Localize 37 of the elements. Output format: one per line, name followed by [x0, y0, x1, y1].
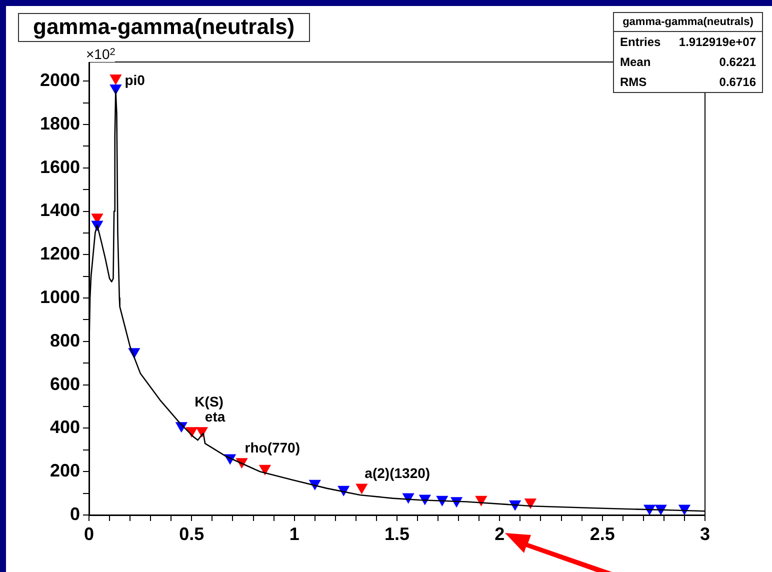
y-tick-label: 400 [50, 417, 80, 438]
chart-title: gamma-gamma(neutrals) [18, 13, 310, 42]
chart-title: gamma-gamma(neutrals) [622, 16, 754, 28]
text: 0.6221 [719, 55, 756, 69]
x-tick-label: 2.5 [590, 524, 615, 544]
y-tick-label: 1000 [40, 287, 80, 308]
y-tick-label: 600 [50, 374, 80, 394]
y-tick-label: 1600 [40, 156, 80, 177]
point [524, 498, 537, 509]
x-tick-label: 2 [494, 524, 505, 544]
annotation: pi0 [124, 72, 146, 88]
y-tick-label: 2000 [40, 70, 80, 90]
x-tick-label: 0.5 [179, 524, 204, 544]
annotation: Mean [620, 55, 651, 69]
point [196, 427, 208, 438]
x-tick-label: 1.5 [384, 524, 410, 544]
point [356, 484, 368, 494]
point [258, 464, 272, 476]
y-tick-label: 1200 [40, 244, 80, 264]
x-tick-label: 0 [84, 524, 94, 544]
y-axis-title: ×10$^{2}$ [86, 45, 116, 62]
y-tick-label: 200 [50, 460, 80, 481]
annotation: a(2)(1320) [364, 465, 430, 482]
y-tick-label: 800 [50, 330, 80, 350]
annotation: rho(770) [244, 439, 300, 456]
text: 0.6716 [719, 75, 756, 89]
annotation: eta [204, 408, 226, 424]
annotation: RMS [620, 75, 647, 89]
point [110, 74, 122, 86]
x-tick-label: 1 [289, 524, 300, 544]
y-tick-label: 1400 [40, 200, 80, 220]
text: 1.912919e+07 [678, 35, 756, 49]
text: Entries [620, 35, 661, 49]
annotation: K(S) [194, 393, 224, 410]
y-tick-label: 0 [70, 504, 80, 524]
y-tick-label: 1800 [40, 113, 80, 134]
x-tick-label: 3 [700, 524, 710, 544]
